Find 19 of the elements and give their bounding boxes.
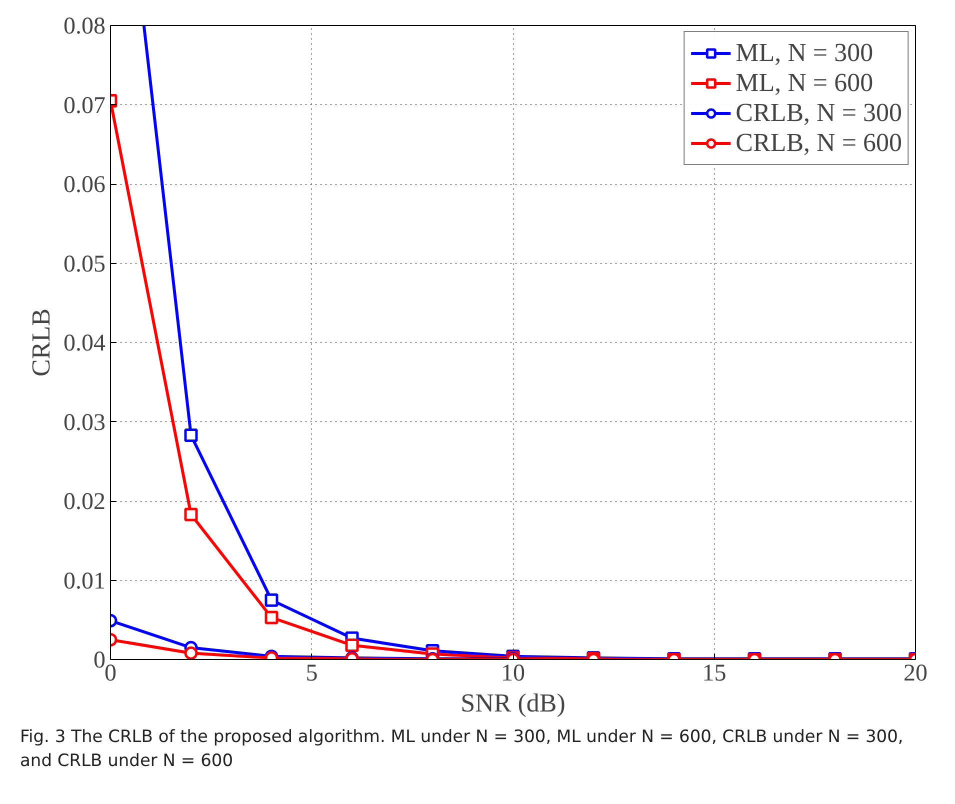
x-tick-label: 15: [702, 660, 726, 686]
x-tick-label: 5: [306, 660, 318, 686]
caption: Fig. 3 The CRLB of the proposed algorithm. ML under N = 300, ML under N = 600, CRLB under N = 300, and CRLB under N = 600: [20, 726, 904, 774]
y-tick-label: 0.08: [64, 14, 106, 40]
x-tick-label: 10: [501, 660, 525, 686]
legend-label: ML, N = 600: [736, 68, 874, 98]
y-tick-label: 0.03: [64, 410, 106, 436]
x-axis-title: SNR (dB): [460, 688, 566, 718]
legend-label: CRLB, N = 600: [736, 128, 902, 158]
legend-label: CRLB, N = 300: [736, 98, 902, 128]
y-tick-label: 0.07: [64, 92, 106, 119]
y-tick-label: 0.02: [64, 489, 106, 515]
y-tick-label: 0.01: [64, 568, 106, 594]
y-axis-title: CRLB: [26, 308, 56, 376]
legend-label: ML, N = 300: [736, 38, 874, 68]
x-tick-label: 20: [904, 660, 928, 686]
y-tick-label: 0.04: [64, 330, 106, 356]
y-tick-label: 0.05: [64, 251, 106, 278]
y-tick-label: 0.06: [64, 172, 106, 198]
